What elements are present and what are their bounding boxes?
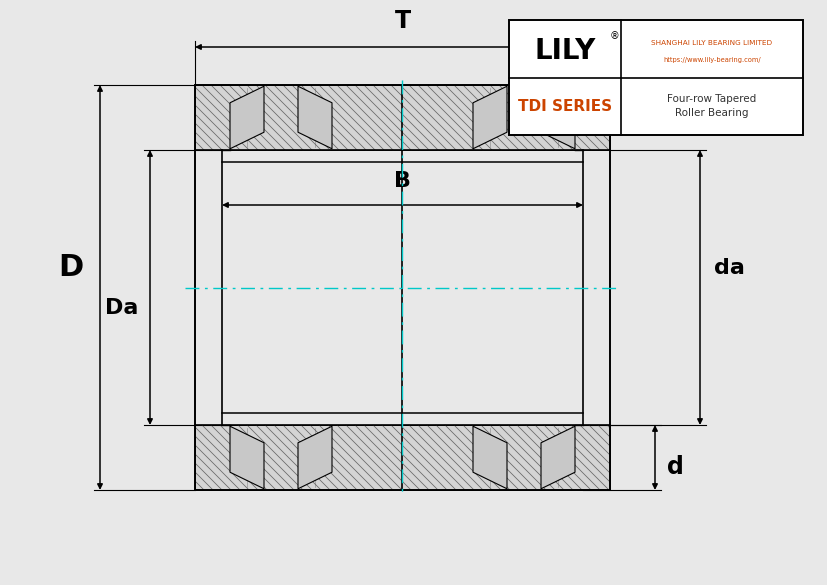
Bar xyxy=(509,20,802,135)
Text: Da: Da xyxy=(104,298,138,318)
Text: LILY: LILY xyxy=(533,37,595,66)
Text: TDI SERIES: TDI SERIES xyxy=(518,98,611,113)
Text: ®: ® xyxy=(609,32,619,42)
Polygon shape xyxy=(195,425,609,490)
Text: T: T xyxy=(394,9,410,33)
Polygon shape xyxy=(298,426,332,489)
Polygon shape xyxy=(195,85,609,150)
Text: SHANGHAI LILY BEARING LIMITED: SHANGHAI LILY BEARING LIMITED xyxy=(651,40,772,46)
Polygon shape xyxy=(230,426,264,489)
Polygon shape xyxy=(540,426,574,489)
Polygon shape xyxy=(540,86,574,149)
Polygon shape xyxy=(298,86,332,149)
Text: da: da xyxy=(713,257,744,277)
Text: D: D xyxy=(59,253,84,282)
Text: d: d xyxy=(667,456,683,480)
Text: Four-row Tapered
Roller Bearing: Four-row Tapered Roller Bearing xyxy=(667,94,756,118)
Polygon shape xyxy=(472,426,506,489)
Polygon shape xyxy=(472,86,506,149)
Polygon shape xyxy=(230,86,264,149)
Text: B: B xyxy=(394,171,410,191)
Text: https://www.lily-bearing.com/: https://www.lily-bearing.com/ xyxy=(662,57,760,63)
